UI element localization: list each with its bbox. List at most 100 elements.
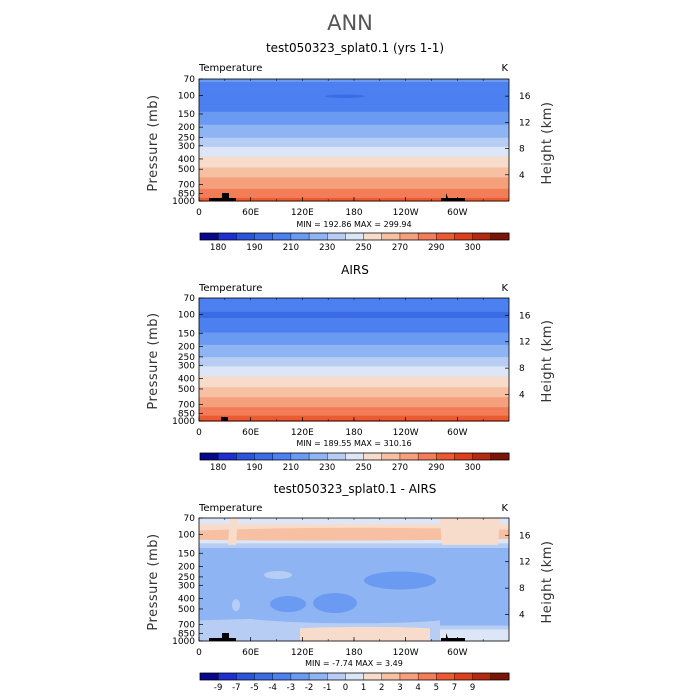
y-tick-label: 100: [178, 91, 195, 101]
field-band: [199, 404, 509, 407]
field-band: [199, 401, 509, 403]
field-band: [199, 85, 509, 88]
field-band: [199, 550, 509, 552]
panel-1-variable: Temperature: [198, 63, 262, 74]
y-tick-label: 700: [178, 401, 195, 411]
field-band: [199, 139, 509, 141]
field-band: [199, 366, 509, 368]
field-band: [199, 379, 509, 381]
y2-tick-label: 4: [519, 171, 525, 181]
field-band: [199, 541, 509, 543]
field-band: [199, 548, 509, 551]
field-band: [199, 558, 509, 561]
field-band: [199, 172, 509, 175]
cold-anomaly: [325, 313, 365, 318]
y-tick-label: 100: [178, 310, 195, 320]
field-band: [199, 619, 509, 621]
colorbar-box: [454, 452, 474, 461]
field-band: [199, 152, 509, 155]
field-band: [199, 301, 509, 303]
field-band: [199, 163, 509, 165]
field-band: [199, 363, 509, 365]
field-band: [199, 361, 509, 364]
field-band: [199, 326, 509, 328]
field-band: [199, 321, 509, 324]
field-band: [199, 614, 509, 617]
field-band: [199, 322, 509, 324]
field-band: [199, 543, 509, 545]
field-band: [199, 191, 509, 194]
field-band: [199, 339, 509, 341]
colorbar-label: 3: [397, 683, 402, 693]
colorbar-box: [199, 672, 219, 681]
colorbar-label: -4: [268, 683, 276, 693]
x-tick-label: 60E: [242, 208, 259, 218]
field-band: [199, 412, 509, 414]
topography-africa: [209, 193, 236, 201]
y2-tick-label: 4: [519, 391, 525, 401]
field-band: [199, 319, 509, 321]
panel-2-minmax: MIN = 189.55 MAX = 310.16: [296, 439, 411, 448]
field-band: [199, 117, 509, 120]
field-band: [199, 156, 509, 158]
field-band: [199, 587, 509, 590]
field-band: [199, 567, 509, 570]
field-band: [199, 399, 509, 401]
field-band: [199, 149, 509, 152]
field-band: [199, 369, 509, 371]
field-band: [199, 571, 509, 573]
topography-africa: [209, 633, 236, 641]
y-tick-label: 850: [178, 409, 195, 419]
colorbar-label: -9: [214, 683, 222, 693]
field-band: [199, 127, 509, 130]
colorbar-label: 180: [210, 243, 226, 253]
field-band: [199, 144, 509, 146]
cold-anomaly: [325, 94, 365, 99]
colorbar-box: [236, 672, 256, 681]
panel-2-colorbar: 180 190 210 230 250 270 290 300: [199, 452, 510, 473]
field-band: [199, 173, 509, 175]
field-band: [199, 114, 509, 117]
field-band: [199, 160, 509, 162]
field-band: [199, 343, 509, 345]
field-band: [199, 306, 509, 308]
field-band: [199, 99, 509, 101]
y2-tick-label: 12: [519, 558, 530, 568]
field-band: [199, 359, 509, 361]
field-band: [199, 521, 509, 523]
field-band: [199, 549, 509, 551]
field-band: [199, 394, 509, 397]
field-band: [199, 102, 509, 104]
x-tick-label: 120E: [291, 648, 314, 658]
field-band: [199, 137, 509, 140]
y2-tick-label: 16: [519, 311, 531, 321]
colorbar-box: [308, 672, 328, 681]
colorbar-box: [381, 452, 401, 461]
colorbar-box: [417, 672, 437, 681]
field-band: [199, 589, 509, 591]
panel-1-units: K: [501, 63, 508, 74]
field-band: [199, 582, 509, 584]
field-band: [199, 396, 509, 398]
colorbar-label: 290: [428, 463, 444, 473]
colorbar-box: [417, 232, 437, 241]
field-band: [199, 354, 509, 356]
field-band: [199, 541, 509, 544]
field-band: [199, 575, 509, 578]
colorbar-box: [290, 672, 310, 681]
field-band: [199, 117, 509, 119]
field-band: [199, 577, 509, 579]
field-band: [199, 615, 509, 617]
field-band: [199, 381, 509, 383]
y-tick-label: 400: [178, 595, 195, 605]
colorbar-label: 230: [319, 463, 335, 473]
colorbar-label: -3: [287, 683, 295, 693]
field-band: [199, 91, 509, 93]
field-band: [199, 344, 509, 347]
field-band: [199, 387, 509, 389]
field-band: [199, 392, 509, 394]
field-band: [199, 80, 509, 82]
field-band: [199, 330, 509, 332]
field-band: [199, 140, 509, 142]
colorbar-label: 5: [434, 683, 439, 693]
